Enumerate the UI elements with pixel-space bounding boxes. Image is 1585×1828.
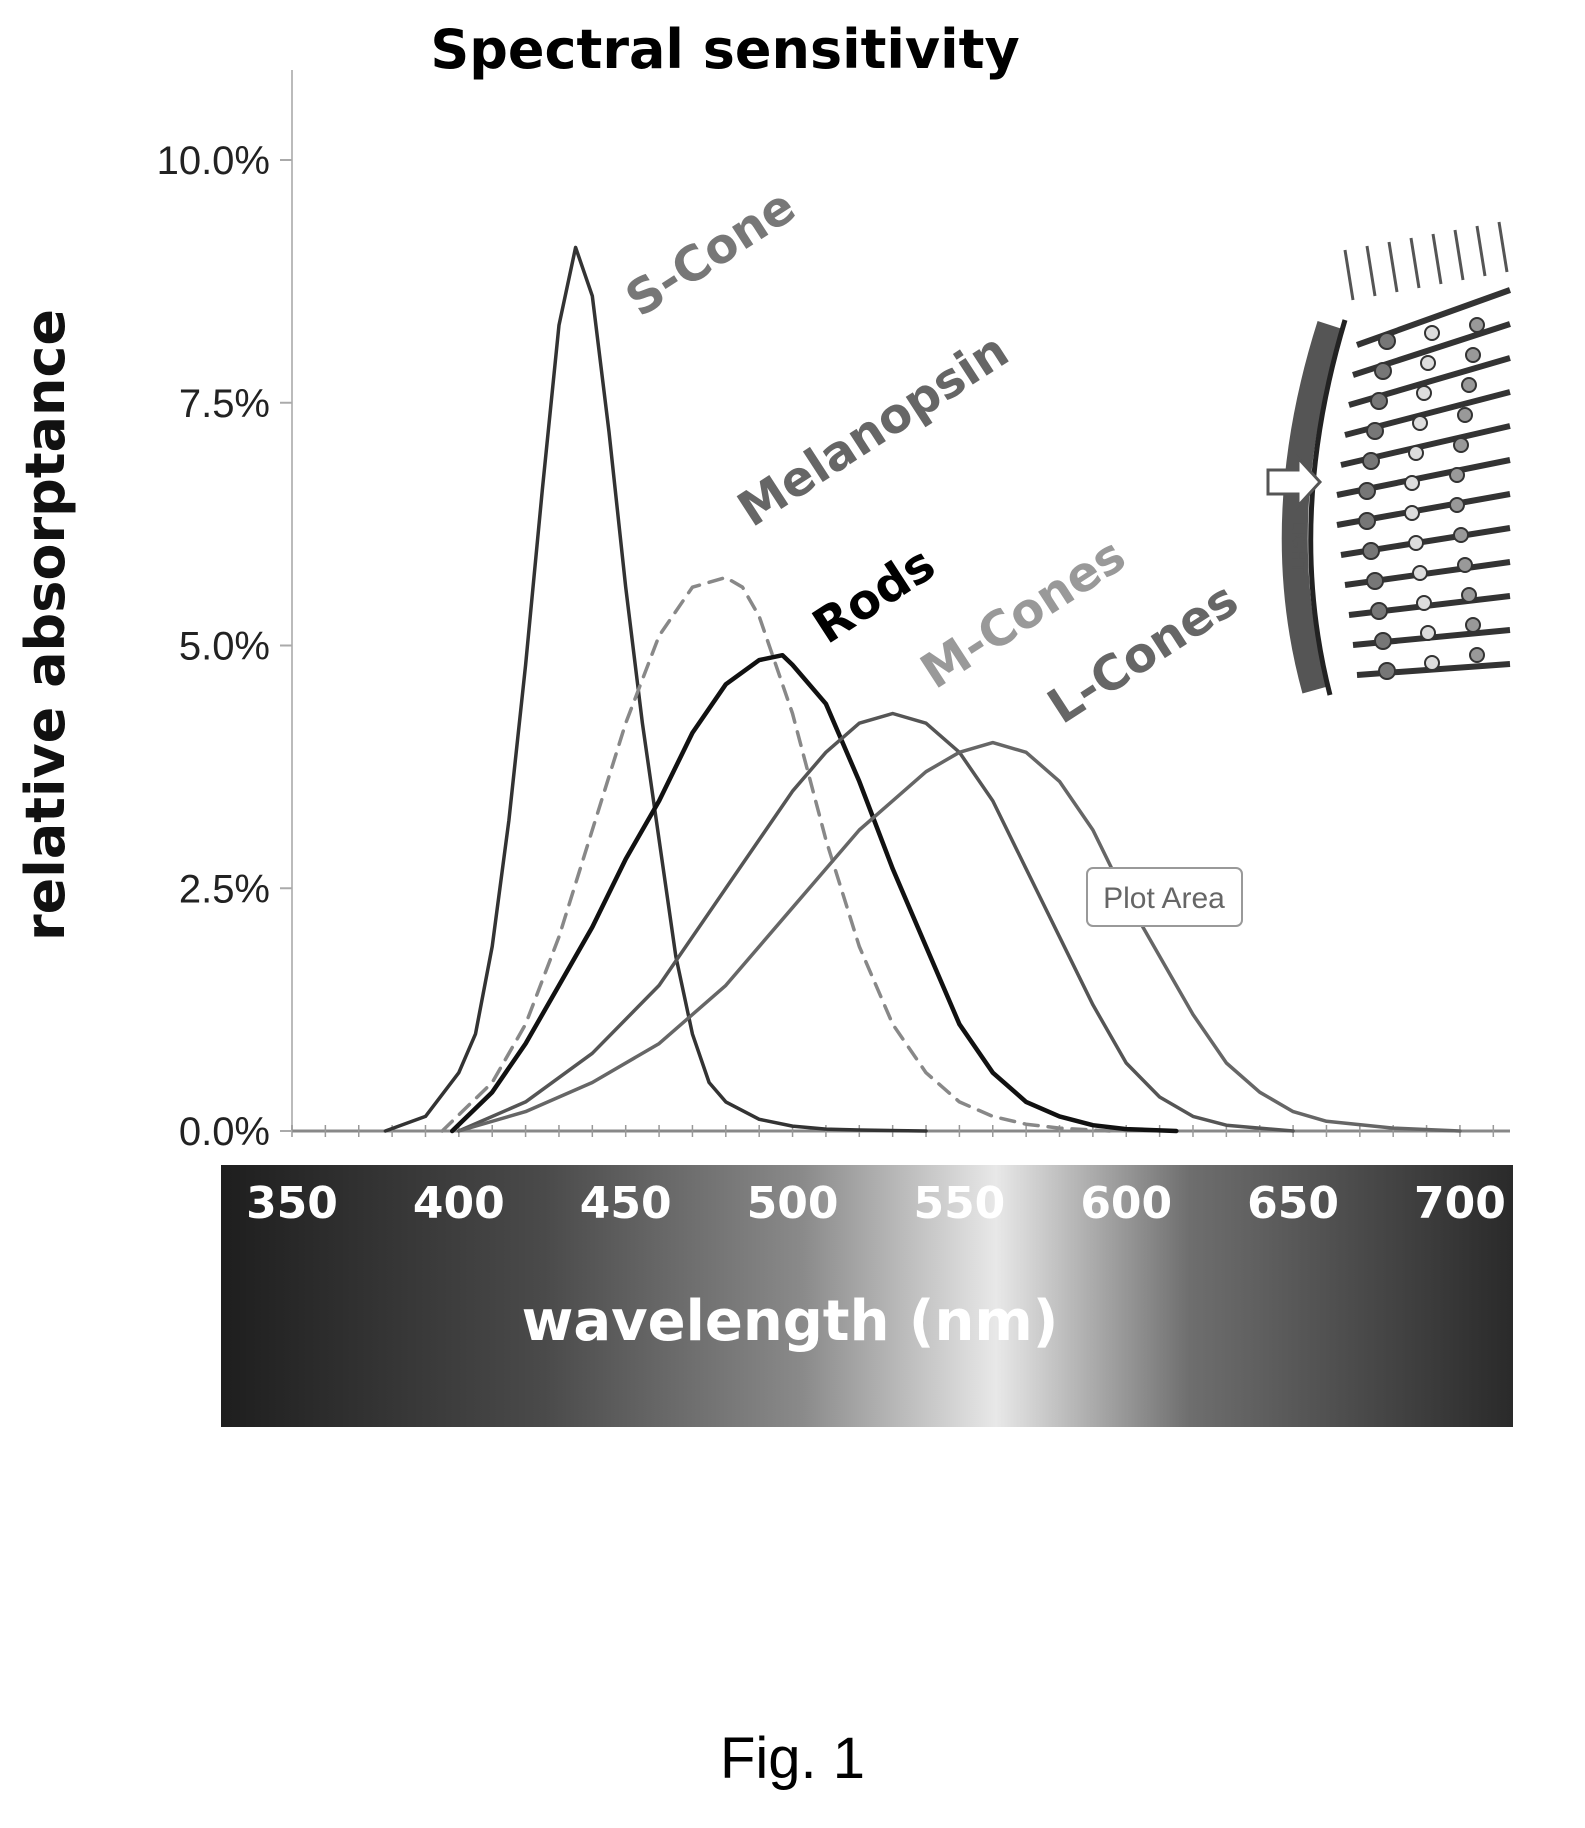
nucleus-cell: [1457, 407, 1473, 423]
series-line-melanopsin: [440, 575, 1112, 1133]
ganglion-cell: [1374, 632, 1392, 650]
bipolar-cell: [1404, 475, 1420, 491]
nucleus-cell: [1465, 617, 1481, 633]
retina-cell-layers: [1336, 221, 1512, 680]
x-axis-label: wavelength (nm): [522, 1289, 1059, 1354]
x-tick-label: 600: [1080, 1178, 1172, 1229]
series-label-rods: Rods: [803, 536, 945, 655]
x-tick-label: 700: [1414, 1178, 1506, 1229]
bipolar-cell: [1420, 355, 1436, 371]
x-tick-label: 400: [413, 1178, 505, 1229]
bipolar-cell: [1416, 595, 1432, 611]
y-axis-label: relative absorptance: [14, 309, 77, 941]
nucleus-cell: [1453, 527, 1469, 543]
series-line-l-cones: [457, 740, 1462, 1133]
nerve-fiber: [1387, 241, 1399, 293]
figure-caption: Fig. 1: [719, 1726, 866, 1791]
nucleus-cell: [1461, 377, 1477, 393]
bipolar-cell: [1408, 445, 1424, 461]
y-tick-label: 10.0%: [157, 139, 270, 183]
retina-illustration: LIGHT: [1266, 221, 1512, 696]
y-tick-label: 0.0%: [179, 1110, 270, 1154]
ganglion-cell: [1378, 662, 1396, 680]
ganglion-cell: [1366, 572, 1384, 590]
nucleus-cell: [1465, 347, 1481, 363]
light-arrow-icon: [1266, 454, 1323, 510]
plot-area-tooltip: Plot Area: [1086, 867, 1243, 927]
series-line-rods: [449, 652, 1179, 1134]
nerve-fiber: [1497, 221, 1509, 273]
nerve-fiber: [1409, 237, 1421, 289]
x-tick-label: 550: [913, 1178, 1005, 1229]
bipolar-cell: [1420, 625, 1436, 641]
bipolar-cell: [1408, 535, 1424, 551]
ganglion-cell: [1374, 362, 1392, 380]
nerve-fiber: [1431, 233, 1443, 285]
x-tick-label: 350: [246, 1178, 338, 1229]
wavelength-spectrum-bar: [221, 1165, 1513, 1427]
y-tick-label: 2.5%: [179, 867, 270, 911]
nucleus-cell: [1461, 587, 1477, 603]
chart-title: Spectral sensitivity: [430, 18, 1019, 81]
ganglion-cell: [1362, 542, 1380, 560]
bipolar-cell: [1424, 655, 1440, 671]
series-line-s-cone: [383, 245, 928, 1133]
x-axis-ticks: 350 400 450 500 550 600 650 700: [246, 1178, 1506, 1229]
series-label-melanopsin: Melanopsin: [728, 322, 1018, 538]
nerve-fiber: [1453, 229, 1465, 281]
ganglion-cell: [1362, 452, 1380, 470]
x-tick-label: 650: [1247, 1178, 1339, 1229]
series-label-s-cone: S-Cone: [616, 178, 805, 328]
bipolar-cell: [1412, 415, 1428, 431]
light-label: LIGHT: [1288, 520, 1308, 573]
series-line-m-cones: [457, 711, 1295, 1133]
nucleus-cell: [1453, 437, 1469, 453]
y-axis-ticks: 0.0% 2.5% 5.0% 7.5% 10.0%: [157, 139, 292, 1154]
x-tick-label: 500: [747, 1178, 839, 1229]
y-tick-label: 7.5%: [179, 382, 270, 426]
ganglion-cell: [1370, 602, 1388, 620]
ganglion-cell: [1366, 422, 1384, 440]
nucleus-cell: [1449, 467, 1465, 483]
plot-area-tooltip-text: Plot Area: [1103, 882, 1225, 915]
nucleus-cell: [1449, 497, 1465, 513]
nerve-fiber: [1475, 225, 1487, 277]
ganglion-cell: [1370, 392, 1388, 410]
nerve-fiber: [1343, 249, 1355, 301]
bipolar-cell: [1404, 505, 1420, 521]
nerve-fiber: [1365, 245, 1377, 297]
bipolar-cell: [1424, 325, 1440, 341]
nucleus-cell: [1469, 317, 1485, 333]
ganglion-cell: [1358, 512, 1376, 530]
nucleus-cell: [1457, 557, 1473, 573]
ganglion-cell: [1358, 482, 1376, 500]
x-tick-label: 450: [580, 1178, 672, 1229]
nucleus-cell: [1469, 647, 1485, 663]
y-tick-label: 5.0%: [179, 625, 270, 669]
bipolar-cell: [1416, 385, 1432, 401]
series-lines: [383, 245, 1462, 1134]
ganglion-cell: [1378, 332, 1396, 350]
bipolar-cell: [1412, 565, 1428, 581]
